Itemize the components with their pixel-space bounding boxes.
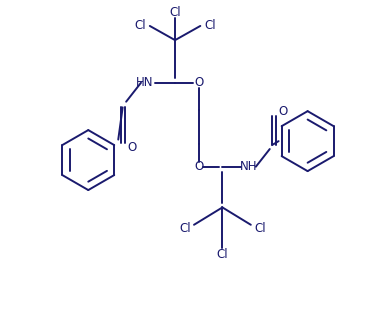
Text: Cl: Cl [179,222,191,235]
Text: Cl: Cl [169,6,181,19]
Text: HN: HN [136,76,154,89]
Text: O: O [128,141,137,154]
Text: NH: NH [239,160,257,173]
Text: Cl: Cl [204,19,216,32]
Text: O: O [279,105,288,118]
Text: O: O [194,160,203,173]
Text: Cl: Cl [255,222,266,235]
Text: Cl: Cl [134,19,146,32]
Text: O: O [194,76,203,89]
Text: Cl: Cl [217,248,228,261]
